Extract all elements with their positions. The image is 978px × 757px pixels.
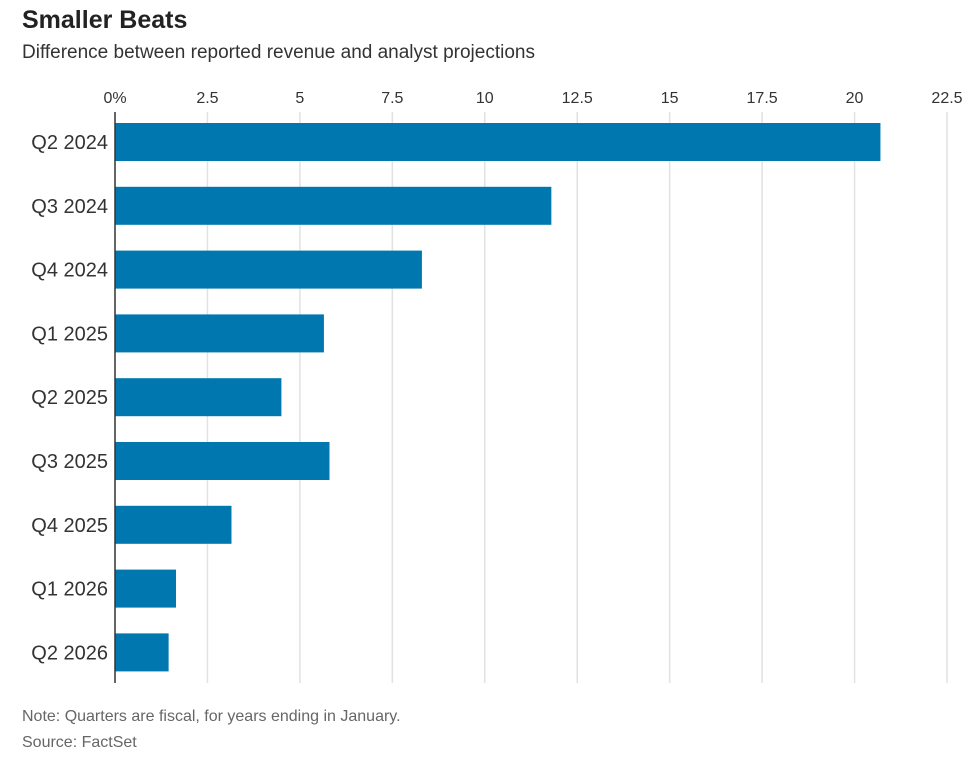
- x-tick-label: 12.5: [562, 90, 593, 107]
- category-label: Q2 2025: [31, 387, 108, 409]
- bar: [115, 250, 422, 289]
- chart-title: Smaller Beats: [22, 6, 188, 34]
- x-tick-label: 10: [476, 90, 494, 107]
- bar: [115, 378, 282, 417]
- x-tick-label: 5: [295, 90, 304, 107]
- category-label: Q2 2026: [31, 642, 108, 664]
- chart-subtitle: Difference between reported revenue and …: [22, 42, 535, 63]
- bar: [115, 314, 324, 353]
- bar: [115, 569, 177, 608]
- x-tick-label: 22.5: [931, 90, 962, 107]
- bar: [115, 633, 169, 672]
- chart-source: Source: FactSet: [22, 734, 137, 751]
- x-tick-label: 0%: [103, 90, 126, 107]
- bar: [115, 505, 232, 544]
- bar: [115, 123, 881, 161]
- category-label: Q3 2024: [31, 196, 108, 218]
- category-label: Q3 2025: [31, 451, 108, 473]
- x-tick-label: 7.5: [381, 90, 403, 107]
- x-tick-label: 20: [846, 90, 864, 107]
- category-label: Q2 2024: [31, 132, 108, 154]
- category-label: Q4 2025: [31, 515, 108, 537]
- category-label: Q1 2026: [31, 579, 108, 601]
- category-label: Q1 2025: [31, 323, 108, 345]
- bar: [115, 186, 552, 225]
- chart-note: Note: Quarters are fiscal, for years end…: [22, 708, 401, 725]
- x-tick-label: 2.5: [196, 90, 218, 107]
- bar: [115, 442, 330, 480]
- category-label: Q4 2024: [31, 260, 108, 282]
- x-tick-label: 15: [661, 90, 679, 107]
- x-tick-label: 17.5: [747, 90, 778, 107]
